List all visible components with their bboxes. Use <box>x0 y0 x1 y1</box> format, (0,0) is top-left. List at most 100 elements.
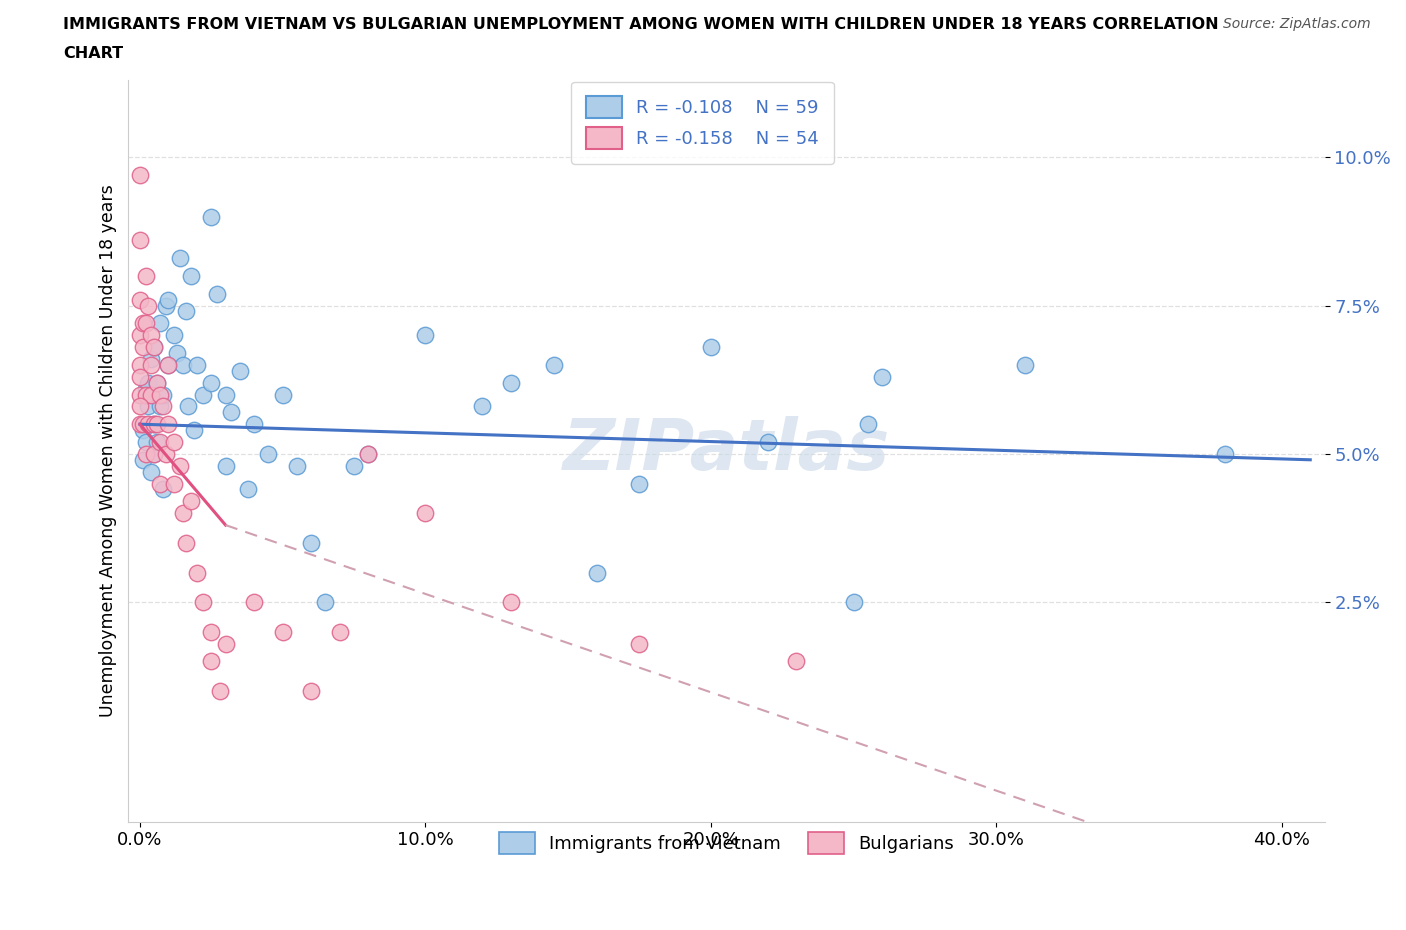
Point <box>143 417 166 432</box>
Point <box>128 387 150 402</box>
Point <box>143 446 166 461</box>
Point <box>1014 357 1036 372</box>
Point <box>138 375 160 390</box>
Point <box>870 369 893 384</box>
Point <box>135 269 157 284</box>
Point <box>628 636 651 651</box>
Point <box>138 399 160 414</box>
Point <box>135 316 157 331</box>
Point <box>180 269 202 284</box>
Point <box>141 387 163 402</box>
Point <box>191 594 214 609</box>
Point <box>146 434 169 449</box>
Point <box>138 299 160 313</box>
Point <box>152 387 174 402</box>
Point <box>174 536 197 551</box>
Point <box>163 476 186 491</box>
Point <box>166 346 188 361</box>
Point <box>141 327 163 342</box>
Point <box>314 594 336 609</box>
Point <box>149 316 172 331</box>
Text: CHART: CHART <box>63 46 124 61</box>
Point <box>191 387 214 402</box>
Point <box>285 458 308 473</box>
Point <box>128 292 150 307</box>
Point <box>343 458 366 473</box>
Point <box>163 327 186 342</box>
Text: IMMIGRANTS FROM VIETNAM VS BULGARIAN UNEMPLOYMENT AMONG WOMEN WITH CHILDREN UNDE: IMMIGRANTS FROM VIETNAM VS BULGARIAN UNE… <box>63 17 1219 32</box>
Point <box>214 387 236 402</box>
Y-axis label: Unemployment Among Women with Children Under 18 years: Unemployment Among Women with Children U… <box>100 184 117 717</box>
Point <box>205 286 228 301</box>
Point <box>177 399 200 414</box>
Point <box>128 232 150 247</box>
Point <box>183 423 205 438</box>
Point <box>132 452 155 467</box>
Point <box>149 434 172 449</box>
Point <box>149 476 172 491</box>
Point <box>219 405 242 419</box>
Point <box>415 327 437 342</box>
Point <box>856 417 879 432</box>
Point <box>143 417 166 432</box>
Point <box>172 357 194 372</box>
Point <box>138 417 160 432</box>
Point <box>128 417 150 432</box>
Point <box>146 375 169 390</box>
Point <box>200 654 222 669</box>
Point <box>132 316 155 331</box>
Point <box>169 251 191 266</box>
Point <box>214 458 236 473</box>
Point <box>415 506 437 521</box>
Point <box>172 506 194 521</box>
Point <box>128 357 150 372</box>
Point <box>499 375 522 390</box>
Point <box>543 357 565 372</box>
Point <box>1213 446 1236 461</box>
Point <box>842 594 865 609</box>
Point <box>157 417 180 432</box>
Point <box>208 684 231 698</box>
Point <box>271 387 294 402</box>
Point <box>357 446 380 461</box>
Point <box>214 636 236 651</box>
Point <box>628 476 651 491</box>
Point <box>155 299 177 313</box>
Point <box>163 434 186 449</box>
Point <box>200 624 222 639</box>
Point <box>132 423 155 438</box>
Point <box>128 399 150 414</box>
Point <box>257 446 280 461</box>
Point <box>152 482 174 497</box>
Point <box>149 399 172 414</box>
Point <box>299 536 322 551</box>
Point <box>143 339 166 354</box>
Point <box>271 624 294 639</box>
Point <box>135 381 157 396</box>
Point <box>143 446 166 461</box>
Text: Source: ZipAtlas.com: Source: ZipAtlas.com <box>1223 17 1371 31</box>
Point <box>785 654 807 669</box>
Point <box>155 446 177 461</box>
Point <box>299 684 322 698</box>
Point <box>756 434 779 449</box>
Point <box>229 364 252 379</box>
Point <box>180 494 202 509</box>
Point <box>238 482 260 497</box>
Point <box>243 594 266 609</box>
Point <box>499 594 522 609</box>
Point <box>141 357 163 372</box>
Point <box>143 339 166 354</box>
Point <box>146 375 169 390</box>
Point <box>128 369 150 384</box>
Point <box>243 417 266 432</box>
Point <box>471 399 494 414</box>
Point <box>149 387 172 402</box>
Point <box>132 417 155 432</box>
Point <box>200 375 222 390</box>
Point <box>700 339 723 354</box>
Point <box>186 565 208 580</box>
Point <box>157 357 180 372</box>
Point <box>135 446 157 461</box>
Point <box>585 565 607 580</box>
